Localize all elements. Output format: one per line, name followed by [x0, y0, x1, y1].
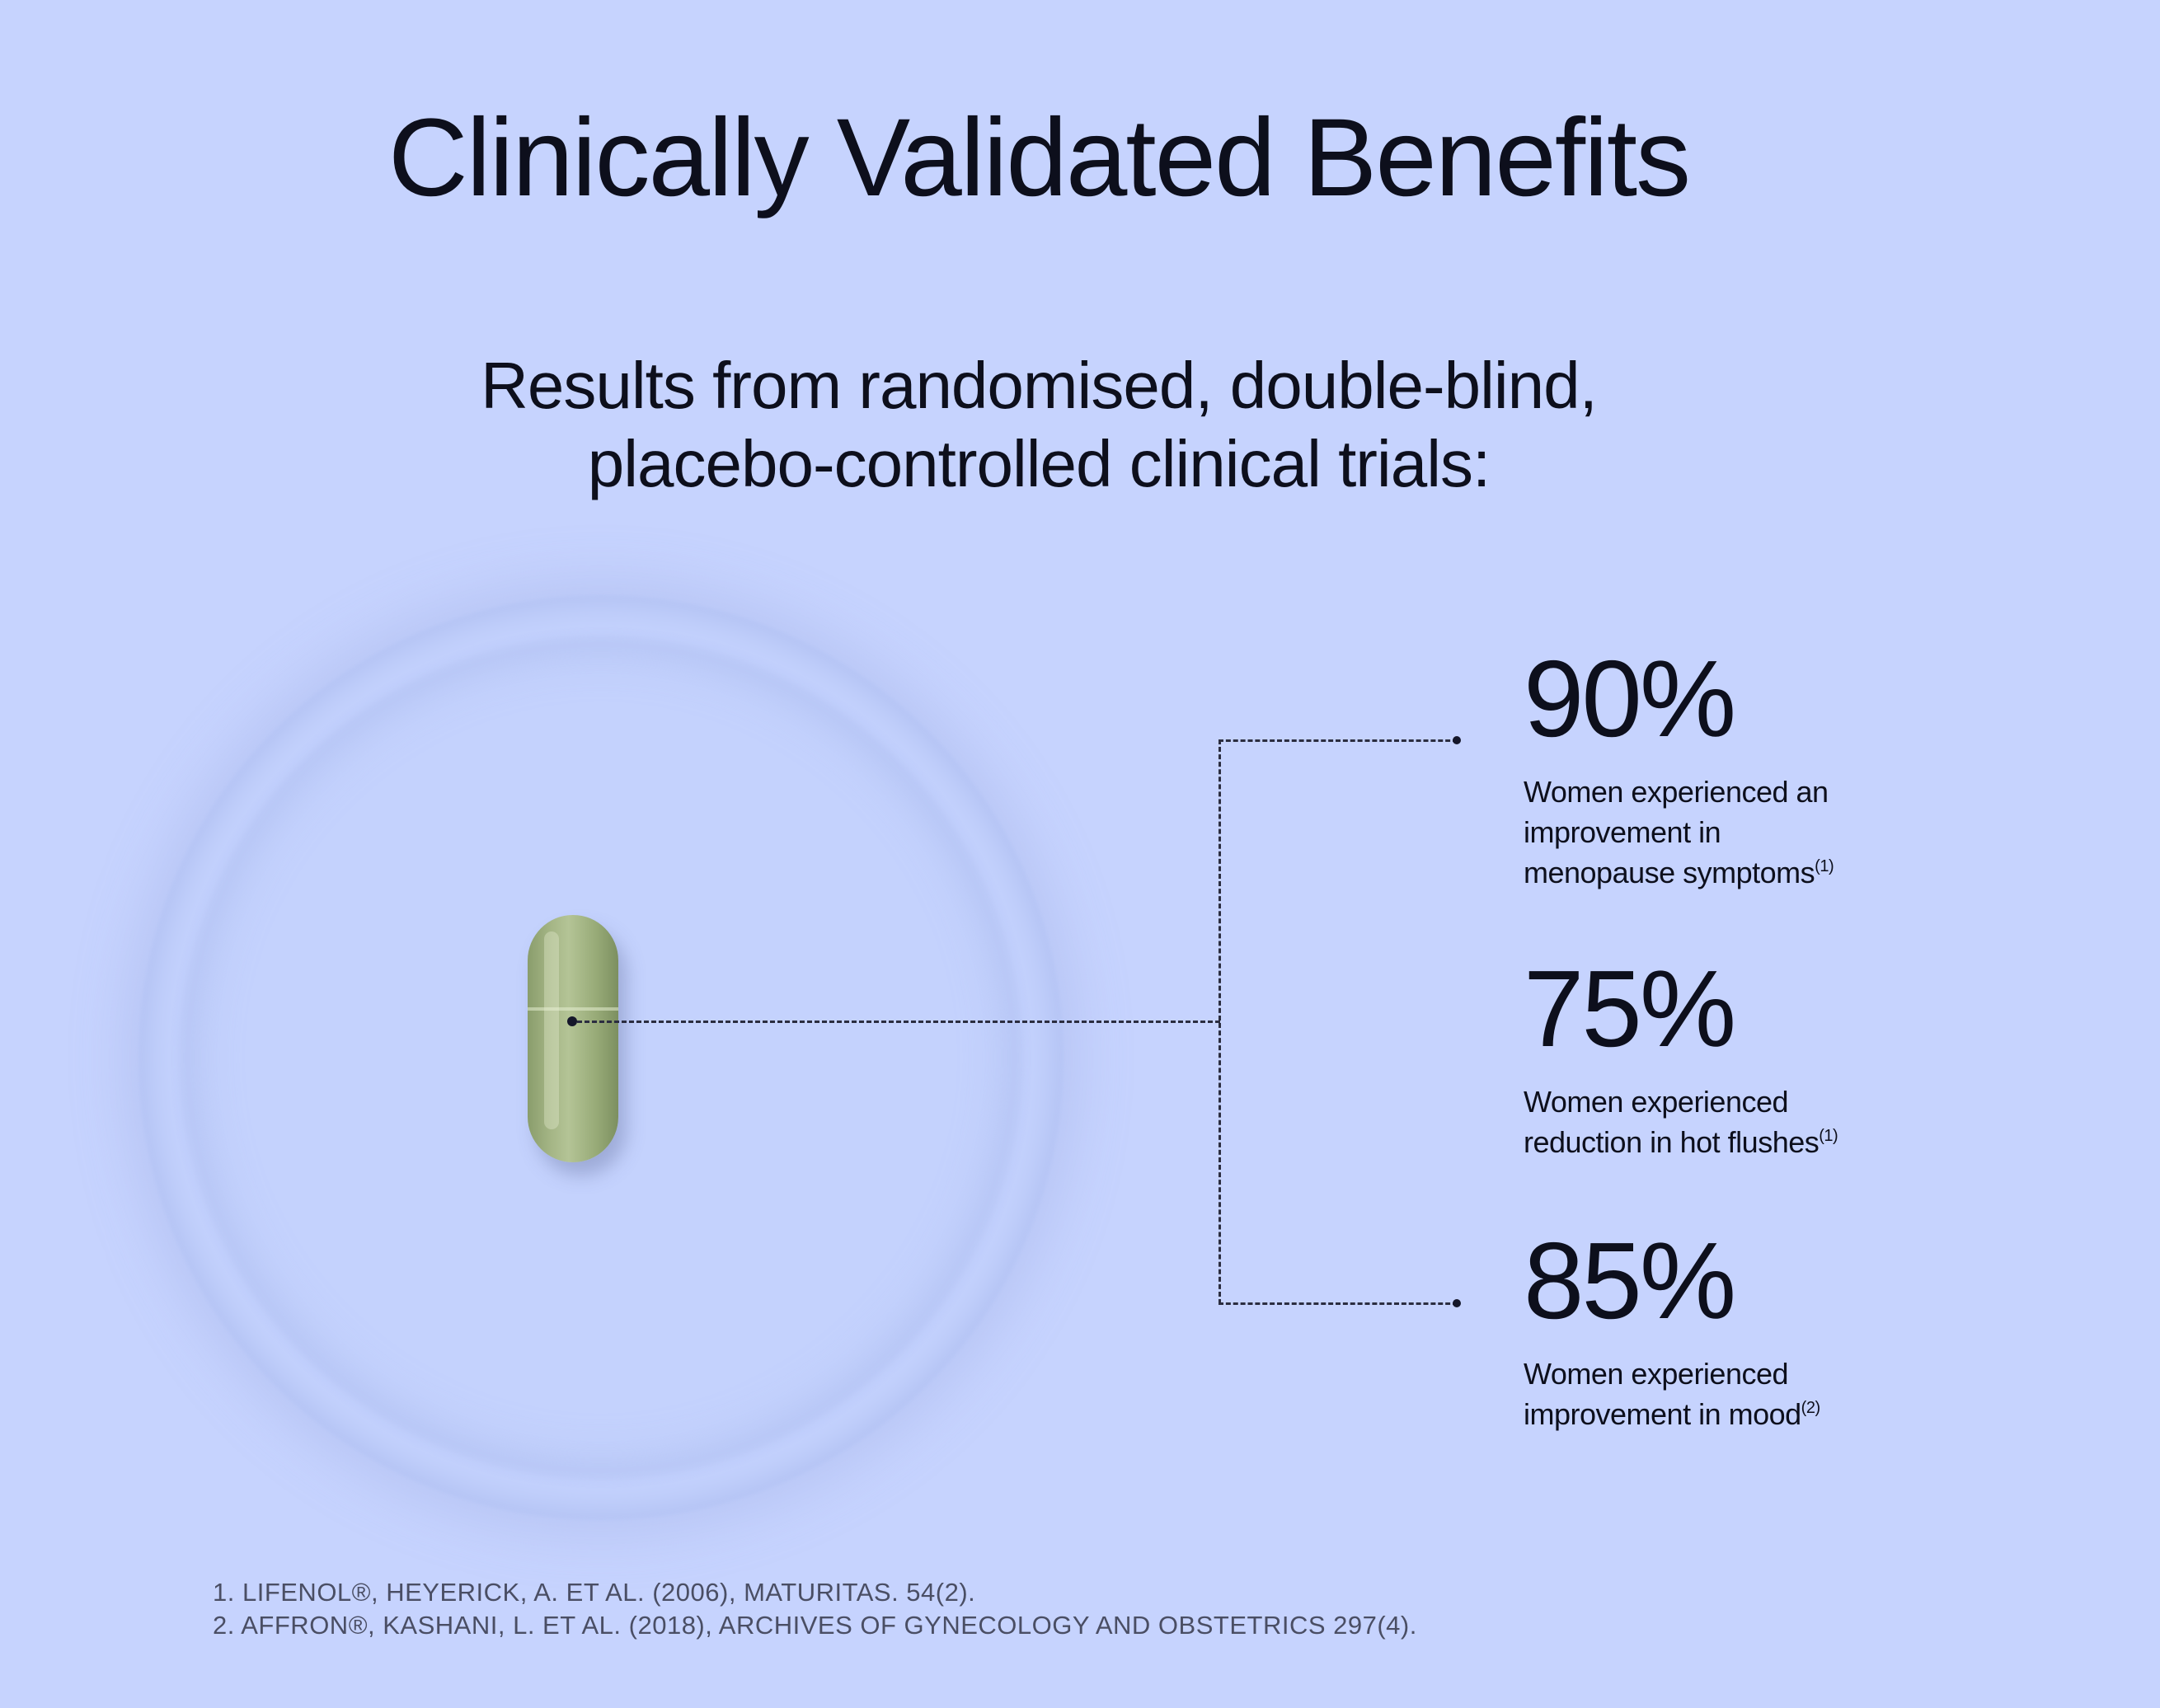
- stat-value: 75%: [1524, 948, 1736, 1069]
- stat-block-2: 75% Women experienced reduction in hot f…: [1524, 955, 1838, 1162]
- footnotes: 1. LIFENOL®, HEYERICK, A. ET AL. (2006),…: [213, 1576, 1417, 1642]
- stat-description: Women experienced improvement in mood(2): [1524, 1354, 1820, 1434]
- stat-description-line: Women experienced: [1524, 1085, 1789, 1119]
- connector-line-bottom: [1219, 1302, 1458, 1305]
- capsule-marker-dot: [567, 1016, 577, 1026]
- connector-line-top: [1219, 739, 1458, 742]
- reference-marker: (1): [1819, 1127, 1838, 1145]
- connector-dot-top: [1453, 736, 1461, 744]
- stat-description: Women experienced reduction in hot flush…: [1524, 1082, 1838, 1162]
- stat-description-line: menopause symptoms(1): [1524, 852, 1834, 893]
- stat-description: Women experienced an improvement in meno…: [1524, 772, 1834, 893]
- subtitle-line-2: placebo-controlled clinical trials:: [587, 427, 1491, 500]
- stat-description-text: reduction in hot flushes: [1524, 1125, 1820, 1159]
- capsule-image: [528, 915, 618, 1162]
- stat-block-1: 90% Women experienced an improvement in …: [1524, 645, 1834, 893]
- connector-line-main: [577, 1021, 1220, 1023]
- subtitle-line-1: Results from randomised, double-blind,: [481, 349, 1598, 422]
- stat-block-3: 85% Women experienced improvement in moo…: [1524, 1227, 1820, 1434]
- stat-value: 85%: [1524, 1220, 1736, 1341]
- footnote-2: 2. AFFRON®, KASHANI, L. ET AL. (2018), A…: [213, 1611, 1417, 1640]
- connector-dot-bottom: [1453, 1299, 1461, 1307]
- stat-description-line: improvement in: [1524, 815, 1721, 849]
- stat-description-line: reduction in hot flushes(1): [1524, 1122, 1838, 1162]
- footnote-1: 1. LIFENOL®, HEYERICK, A. ET AL. (2006),…: [213, 1578, 976, 1607]
- page-title: Clinically Validated Benefits: [387, 96, 1691, 219]
- reference-marker: (2): [1801, 1399, 1820, 1417]
- subtitle: Results from randomised, double-blind, p…: [0, 346, 2078, 503]
- connector-line-vertical: [1219, 739, 1221, 1304]
- stat-value: 90%: [1524, 638, 1736, 759]
- stat-description-text: menopause symptoms: [1524, 856, 1815, 889]
- reference-marker: (1): [1815, 857, 1834, 875]
- stat-description-line: Women experienced: [1524, 1357, 1789, 1391]
- stat-description-line: Women experienced an: [1524, 775, 1829, 809]
- stat-description-line: improvement in mood(2): [1524, 1394, 1820, 1434]
- stat-description-text: improvement in mood: [1524, 1397, 1801, 1431]
